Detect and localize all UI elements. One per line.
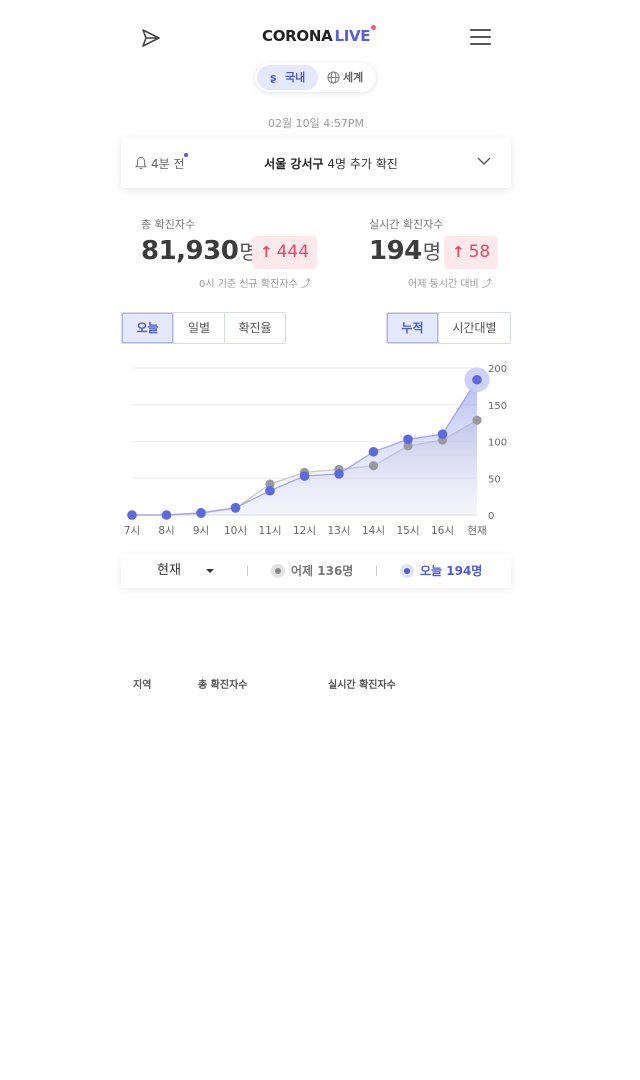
data-point-today[interactable] [230, 502, 241, 513]
tab-today[interactable]: 오늘 [122, 313, 174, 343]
time-select-dropdown[interactable]: 현재 [157, 554, 214, 588]
tab-world[interactable]: 세계 [321, 65, 374, 90]
latest-alert-card[interactable]: 4분 전 서울 강서구 4명 추가 확진 [121, 138, 511, 188]
info-hook-icon: ⤴ [481, 279, 492, 290]
data-point-yesterday[interactable] [368, 461, 379, 471]
arrow-up-icon: ↑ [452, 243, 465, 261]
y-tick-label: 150 [488, 401, 507, 412]
series-today-area [132, 379, 477, 515]
logo-dot [371, 25, 377, 30]
today-dot-icon [400, 564, 414, 578]
tab-hourly[interactable]: 시간대별 [452, 321, 497, 335]
realtime-cases-value: 194명 [369, 236, 441, 266]
legend-yesterday[interactable]: 어제 136명 [271, 554, 353, 588]
alert-location: 서울 강서구 [264, 157, 324, 171]
bell-icon [135, 156, 147, 170]
yesterday-dot-icon [271, 564, 285, 578]
x-tick-label: 14시 [362, 525, 385, 537]
app-logo[interactable]: CORONA LIVE [262, 25, 377, 45]
info-hook-icon: ⤴ [300, 279, 311, 290]
data-point-today[interactable] [334, 469, 344, 479]
alert-text: 4명 추가 확진 [327, 157, 398, 171]
x-tick-label: 9시 [193, 525, 209, 537]
tab-domestic-label: 국내 [285, 71, 306, 84]
data-point-today[interactable] [299, 471, 310, 481]
col-realtime-header[interactable]: 실시간 확진자수 [328, 680, 396, 691]
data-point-yesterday[interactable] [403, 441, 413, 451]
tab-daily[interactable]: 일별 [174, 313, 225, 343]
total-cases-value: 81,930명 [141, 236, 258, 266]
hamburger-menu-icon[interactable] [470, 28, 492, 46]
tab-cumulative[interactable]: 누적 [387, 313, 439, 343]
divider [376, 566, 377, 576]
total-cases-delta: 444 [276, 242, 310, 262]
paper-plane-icon[interactable] [140, 27, 162, 49]
data-point-yesterday[interactable] [265, 479, 275, 489]
realtime-cases-delta: 58 [468, 242, 491, 262]
x-tick-label: 8시 [158, 525, 174, 537]
x-tick-label: 13시 [327, 525, 350, 537]
total-cases-label: 총 확진자수 [141, 218, 196, 231]
x-tick-label: 현재 [467, 525, 486, 537]
x-tick-label: 7시 [124, 525, 140, 537]
realtime-cases-stat: 실시간 확진자수 194명 ↑ 58 어제 동시간 대비 ⤴ [369, 216, 509, 290]
globe-icon [327, 71, 340, 84]
legend-today[interactable]: 오늘 194명 [400, 554, 482, 588]
logo-main: CORONA [262, 27, 333, 45]
data-point-today[interactable] [368, 446, 379, 457]
realtime-cases-note: 어제 동시간 대비 ⤴ [408, 279, 492, 290]
col-total-header[interactable]: 총 확진자수 [198, 680, 248, 691]
y-tick-label: 50 [488, 474, 501, 485]
y-tick-label: 0 [488, 511, 494, 522]
data-point-today[interactable] [265, 485, 275, 496]
alert-time-ago: 4분 전 [151, 157, 185, 171]
x-tick-label: 16시 [431, 525, 454, 537]
total-cases-delta-badge: ↑ 444 [252, 236, 318, 269]
period-tabs: 오늘 일별 확진율 [121, 312, 286, 344]
hourly-cases-chart: 0 50 100 150 200 7시 8시 9시 10시 11시 12시 13시 14시 15시 16시 현… [124, 364, 507, 537]
data-point-today[interactable] [437, 429, 448, 439]
logo-live: LIVE [334, 27, 371, 45]
alert-message: 서울 강서구 4명 추가 확진 [121, 155, 511, 172]
tab-domestic[interactable]: ʂ 국내 [257, 65, 318, 90]
col-region-header[interactable]: 지역 [133, 680, 152, 691]
new-indicator-dot [184, 153, 188, 157]
header: CORONA LIVE [0, 0, 640, 76]
arrow-up-icon: ↑ [260, 243, 273, 261]
data-point-today[interactable] [196, 507, 206, 518]
data-point-today[interactable] [161, 510, 172, 520]
chart-legend-bar: 현재 어제 136명 오늘 194명 [121, 554, 511, 588]
time-select-value: 현재 [157, 563, 181, 578]
total-cases-note: 0시 기준 신규 확진자수 ⤴ [199, 279, 311, 290]
chevron-down-icon[interactable] [477, 156, 491, 166]
legend-yesterday-label: 어제 136명 [291, 564, 354, 578]
data-point-today[interactable] [403, 434, 413, 445]
legend-today-label: 오늘 194명 [420, 564, 483, 578]
realtime-cases-label: 실시간 확진자수 [369, 218, 444, 231]
data-point-today[interactable] [127, 510, 137, 520]
x-tick-label: 12시 [293, 525, 316, 537]
x-tick-label: 15시 [396, 525, 419, 537]
total-cases-stat: 총 확진자수 81,930명 ↑ 444 0시 기준 신규 확진자수 ⤴ [141, 216, 341, 290]
data-point-yesterday[interactable] [472, 415, 482, 425]
tab-rate[interactable]: 확진율 [238, 321, 272, 335]
realtime-cases-unit: 명 [422, 240, 441, 264]
korea-map-icon: ʂ [270, 71, 277, 84]
data-point-today[interactable] [472, 374, 482, 385]
update-timestamp: 02월 10일 4:57PM [267, 117, 365, 130]
y-tick-label: 100 [488, 438, 507, 449]
divider [247, 566, 248, 576]
x-tick-label: 10시 [224, 525, 247, 537]
realtime-cases-delta-badge: ↑ 58 [444, 236, 499, 269]
caret-down-icon [206, 569, 214, 573]
region-toggle: ʂ 국내 세계 [255, 63, 376, 92]
x-tick-label: 11시 [258, 525, 281, 537]
y-tick-label: 200 [488, 364, 507, 375]
mode-tabs: 누적 시간대별 [386, 312, 511, 344]
tab-world-label: 세계 [343, 71, 364, 84]
